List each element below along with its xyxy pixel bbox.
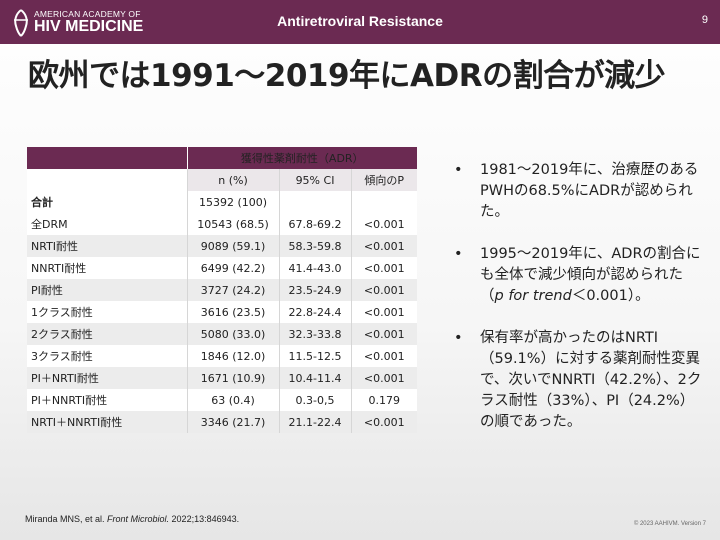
logo-bottom-text: HIV MEDICINE — [34, 18, 144, 35]
row-n: 3346 (21.7) — [186, 411, 279, 433]
table-row: NRTI耐性 9089 (59.1) 58.3-59.8 <0.001 — [27, 235, 417, 257]
citation-ref: 2022;13:846943. — [169, 514, 240, 524]
slide-title: 欧州では1991～2019年にADRの割合が減少 — [28, 58, 666, 94]
row-label: 合計 — [27, 191, 187, 213]
row-label: 3クラス耐性 — [27, 345, 187, 367]
row-label: PI耐性 — [27, 279, 187, 301]
row-p: <0.001 — [350, 323, 417, 345]
row-label: 全DRM — [27, 213, 187, 235]
table-column-header-empty — [27, 169, 187, 191]
row-p: <0.001 — [350, 257, 417, 279]
row-p: <0.001 — [350, 279, 417, 301]
column-header-p: 傾向のP — [350, 169, 417, 191]
row-label: 1クラス耐性 — [27, 301, 187, 323]
row-label: PI＋NRTI耐性 — [27, 367, 187, 389]
row-label: 2クラス耐性 — [27, 323, 187, 345]
row-p: <0.001 — [350, 301, 417, 323]
citation-authors: Miranda MNS, et al. — [25, 514, 108, 524]
citation: Miranda MNS, et al. Front Microbiol. 202… — [25, 514, 239, 524]
row-ci — [278, 191, 351, 213]
row-n: 3727 (24.2) — [186, 279, 279, 301]
bullet-item: 1981～2019年に、治療歴のあるPWHの68.5%にADRが認められた。 — [452, 160, 704, 223]
row-ci: 41.4-43.0 — [278, 257, 351, 279]
table-row: PI＋NRTI耐性 1671 (10.9) 10.4-11.4 <0.001 — [27, 367, 417, 389]
row-ci: 10.4-11.4 — [278, 367, 351, 389]
row-ci: 67.8-69.2 — [278, 213, 351, 235]
row-ci: 0.3-0,5 — [278, 389, 351, 411]
row-label: NRTI＋NNRTI耐性 — [27, 411, 187, 433]
table-row: 3クラス耐性 1846 (12.0) 11.5-12.5 <0.001 — [27, 345, 417, 367]
row-label: NRTI耐性 — [27, 235, 187, 257]
table-row: 全DRM 10543 (68.5) 67.8-69.2 <0.001 — [27, 213, 417, 235]
logo-top-text: AMERICAN ACADEMY OF — [34, 9, 141, 19]
row-p: <0.001 — [350, 235, 417, 257]
row-n: 15392 (100) — [186, 191, 279, 213]
row-n: 9089 (59.1) — [186, 235, 279, 257]
row-ci: 21.1-22.4 — [278, 411, 351, 433]
copyright: © 2023 AAHIVM. Version 7 — [633, 521, 706, 527]
aahivm-logo: AMERICAN ACADEMY OF HIV MEDICINE — [10, 6, 160, 40]
bullet-list: 1981～2019年に、治療歴のあるPWHの68.5%にADRが認められた。 1… — [452, 160, 704, 454]
table-row: 2クラス耐性 5080 (33.0) 32.3-33.8 <0.001 — [27, 323, 417, 345]
row-n: 1671 (10.9) — [186, 367, 279, 389]
row-label: NNRTI耐性 — [27, 257, 187, 279]
row-p: <0.001 — [350, 213, 417, 235]
row-p: <0.001 — [350, 345, 417, 367]
bullet-item: 保有率が高かったのはNRTI（59.1%）に対する薬剤耐性変異で、次いでNNRT… — [452, 328, 704, 433]
row-n: 63 (0.4) — [186, 389, 279, 411]
bullet-text: 1995～2019年に、ADRの割合にも全体で減少傾向が認められた（ — [480, 246, 701, 304]
bullet-item: 1995～2019年に、ADRの割合にも全体で減少傾向が認められた（p for … — [452, 244, 704, 307]
page-number: 9 — [701, 14, 708, 26]
header-bar: AMERICAN ACADEMY OF HIV MEDICINE Antiret… — [0, 0, 720, 44]
row-ci: 58.3-59.8 — [278, 235, 351, 257]
table-row: PI＋NNRTI耐性 63 (0.4) 0.3-0,5 0.179 — [27, 389, 417, 411]
adr-table: 獲得性薬剤耐性（ADR） n (%) 95% CI 傾向のP 合計 15392 … — [27, 147, 417, 433]
row-p: <0.001 — [350, 411, 417, 433]
row-n: 6499 (42.2) — [186, 257, 279, 279]
column-header-ci: 95% CI — [278, 169, 351, 191]
bullet-text: 1981～2019年に、治療歴のあるPWHの68.5%にADRが認められた。 — [480, 162, 699, 220]
row-n: 5080 (33.0) — [186, 323, 279, 345]
table-column-header-row: n (%) 95% CI 傾向のP — [27, 169, 417, 191]
table-corner-cell — [27, 147, 187, 169]
logo-figure-icon — [14, 9, 28, 37]
row-label: PI＋NNRTI耐性 — [27, 389, 187, 411]
row-ci: 11.5-12.5 — [278, 345, 351, 367]
row-n: 10543 (68.5) — [186, 213, 279, 235]
table-row: PI耐性 3727 (24.2) 23.5-24.9 <0.001 — [27, 279, 417, 301]
column-header-n: n (%) — [186, 169, 279, 191]
table-row: 1クラス耐性 3616 (23.5) 22.8-24.4 <0.001 — [27, 301, 417, 323]
table-row-total: 合計 15392 (100) — [27, 191, 417, 213]
table-group-header: 獲得性薬剤耐性（ADR） — [186, 147, 417, 169]
row-n: 1846 (12.0) — [186, 345, 279, 367]
citation-journal: Front Microbiol. — [107, 514, 170, 524]
row-p — [350, 191, 417, 213]
row-ci: 23.5-24.9 — [278, 279, 351, 301]
row-n: 3616 (23.5) — [186, 301, 279, 323]
table-row: NRTI＋NNRTI耐性 3346 (21.7) 21.1-22.4 <0.00… — [27, 411, 417, 433]
table-group-header-row: 獲得性薬剤耐性（ADR） — [27, 147, 417, 169]
bullet-emphasis: p for trend — [494, 288, 572, 304]
bullet-text: 保有率が高かったのはNRTI（59.1%）に対する薬剤耐性変異で、次いでNNRT… — [480, 330, 702, 430]
bullet-text: ＜0.001）。 — [571, 288, 650, 304]
row-ci: 32.3-33.8 — [278, 323, 351, 345]
table-row: NNRTI耐性 6499 (42.2) 41.4-43.0 <0.001 — [27, 257, 417, 279]
row-p: 0.179 — [350, 389, 417, 411]
row-p: <0.001 — [350, 367, 417, 389]
row-ci: 22.8-24.4 — [278, 301, 351, 323]
section-title: Antiretroviral Resistance — [277, 13, 443, 29]
